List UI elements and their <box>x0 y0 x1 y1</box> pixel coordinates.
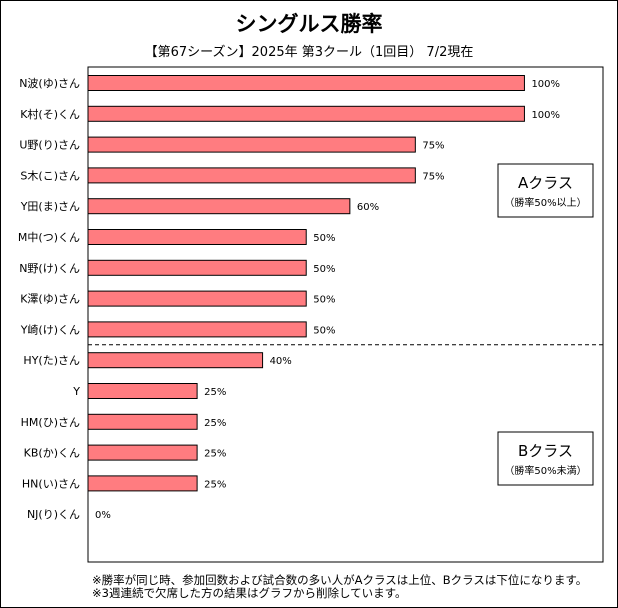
class-title: Aクラス <box>518 174 573 192</box>
category-label: S木(こ)さん <box>20 169 80 182</box>
bar <box>87 136 416 153</box>
bar <box>87 105 525 122</box>
data-label: 50% <box>313 325 335 336</box>
bar <box>87 229 307 245</box>
data-label: 50% <box>313 295 335 306</box>
bar <box>87 259 307 276</box>
bar <box>87 413 198 430</box>
bar <box>87 352 264 369</box>
class-subtitle: （勝率50%未満） <box>504 464 586 477</box>
data-label: 40% <box>270 356 292 367</box>
category-label: K村(そ)くん <box>20 107 80 121</box>
bar <box>87 383 198 399</box>
category-label: Y田(ま)さん <box>20 200 80 213</box>
data-label: 25% <box>204 387 226 398</box>
category-label: Y <box>72 385 80 398</box>
category-label: NJ(り)くん <box>27 508 80 521</box>
data-label: 100% <box>531 79 560 90</box>
bar-chart: N波(ゆ)さん 100% K村(そ)くん 100% U野(り)さん 75% S木(こ)さん 7… <box>18 66 604 563</box>
data-label: 60% <box>357 202 379 213</box>
bar <box>87 290 307 307</box>
category-label: N波(ゆ)さん <box>19 77 80 90</box>
footnote-ranking-rule: ※勝率が同じ時、参加回数および試合数の多い人がAクラスは上位、Bクラスは下位にな… <box>92 573 588 587</box>
category-label: HM(ひ)さん <box>21 416 80 429</box>
category-label: HY(た)さん <box>23 354 80 367</box>
category-label: U野(り)さん <box>19 139 80 152</box>
class-box <box>497 431 594 486</box>
bar <box>87 321 307 338</box>
bar <box>87 75 525 91</box>
bar <box>87 475 198 492</box>
category-label: HN(い)さん <box>22 477 80 490</box>
bar <box>87 167 416 184</box>
category-label: Y崎(け)くん <box>20 322 80 336</box>
bar <box>87 444 198 461</box>
data-label: 25% <box>204 449 226 460</box>
footnote-absence-rule: ※3週連続で欠席した方の結果はグラフから削除しています。 <box>92 586 407 600</box>
category-label: K澤(ゆ)さん <box>20 293 80 306</box>
data-label: 75% <box>422 141 444 152</box>
data-label: 50% <box>313 264 335 275</box>
class-title: Bクラス <box>518 442 573 460</box>
data-label: 25% <box>204 418 226 429</box>
chart-title: シングルス勝率 <box>235 12 383 36</box>
category-label: N野(け)くん <box>19 262 80 275</box>
data-label: 50% <box>313 233 335 244</box>
data-label: 0% <box>95 510 111 521</box>
class-box <box>497 163 594 218</box>
bar <box>87 198 351 215</box>
category-label: KB(か)くん <box>24 447 80 460</box>
data-label: 75% <box>422 171 444 182</box>
chart-subtitle: 【第67シーズン】2025年 第3クール（1回目） 7/2現在 <box>144 45 474 60</box>
category-label: M中(つ)くん <box>18 231 80 244</box>
class-subtitle: （勝率50%以上） <box>504 196 586 209</box>
data-label: 25% <box>204 479 226 490</box>
data-label: 100% <box>531 110 560 121</box>
